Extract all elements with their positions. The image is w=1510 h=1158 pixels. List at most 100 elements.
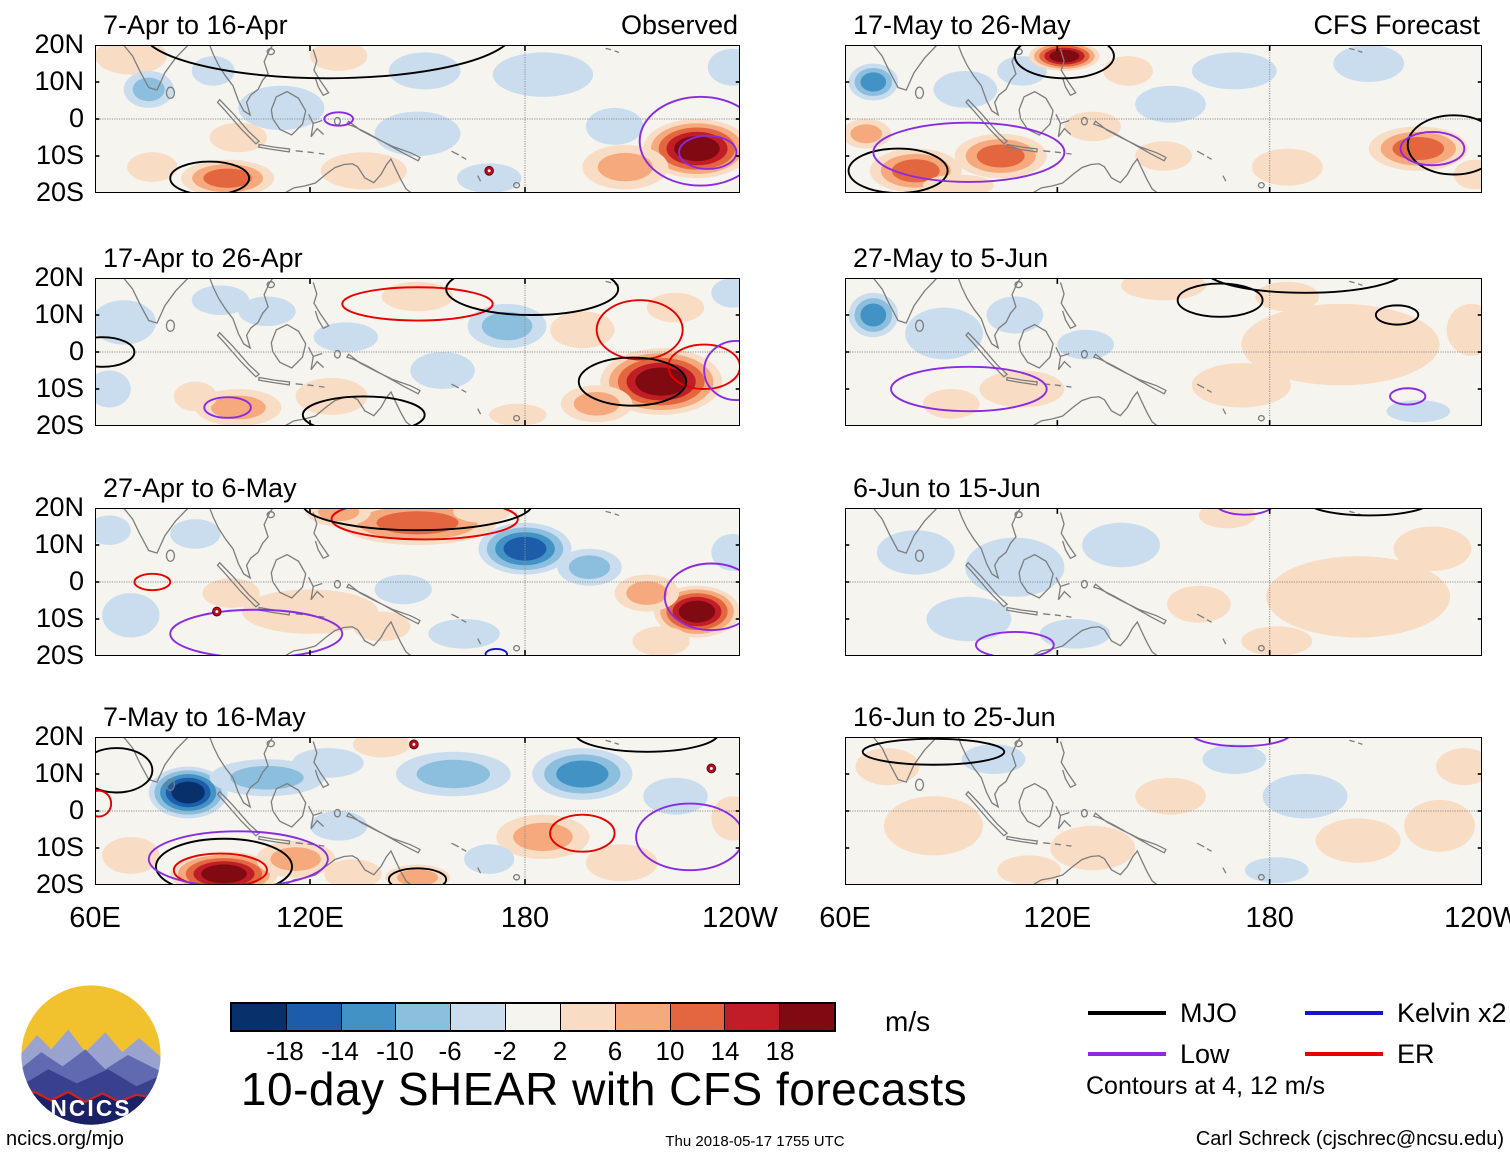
map-panel-4: 17-May to 26-May CFS Forecast bbox=[845, 7, 1482, 193]
tropical-cyclone-eye bbox=[412, 742, 416, 746]
colorbar bbox=[230, 1002, 836, 1032]
anomaly-fill bbox=[1386, 400, 1451, 423]
contour-mjo bbox=[156, 839, 292, 885]
colorbar-tick-label: 14 bbox=[710, 1036, 740, 1066]
y-axis-tick-label: 0 bbox=[68, 795, 84, 825]
anomaly-fill bbox=[238, 85, 325, 131]
contour-low bbox=[1390, 388, 1425, 404]
panel-title-row: 17-May to 26-May CFS Forecast bbox=[845, 7, 1482, 45]
map-panel-3: 7-May to 16-May bbox=[95, 699, 740, 885]
figure-title: 10-day SHEAR with CFS forecasts bbox=[240, 1063, 968, 1115]
map-plot bbox=[95, 278, 740, 426]
legend-label: MJO bbox=[1180, 997, 1237, 1028]
contour-mjo bbox=[95, 337, 134, 367]
contour-mjo bbox=[579, 358, 687, 406]
anomaly-fill bbox=[556, 760, 609, 788]
anomaly-fill bbox=[416, 759, 491, 789]
anomaly-fill bbox=[926, 596, 1012, 642]
y-axis-tick-label: 20N bbox=[34, 721, 84, 751]
y-axis-tick-label: 20S bbox=[35, 410, 84, 440]
x-axis-tick-label: 180 bbox=[1245, 902, 1294, 934]
anomaly-fill bbox=[1241, 626, 1313, 656]
logo-art: NCICS bbox=[21, 985, 161, 1125]
anomaly-fill bbox=[711, 278, 740, 308]
contour-mjo bbox=[303, 508, 532, 530]
contour-low bbox=[170, 610, 342, 656]
contour-low bbox=[1217, 508, 1274, 515]
anomaly-fill bbox=[855, 748, 920, 786]
gridlines bbox=[845, 45, 1482, 193]
y-axis-tick-label: 0 bbox=[68, 566, 84, 596]
y-axis-tick-label: 10S bbox=[35, 603, 84, 633]
ncics-logo: NCICS bbox=[21, 985, 161, 1125]
y-axis-tick-label: 20S bbox=[35, 177, 84, 207]
contour-er bbox=[95, 791, 111, 817]
anomaly-fill bbox=[1255, 281, 1320, 312]
contour-er bbox=[174, 854, 267, 885]
map-plot bbox=[845, 737, 1482, 885]
y-axis-tick-label: 10N bbox=[34, 758, 84, 788]
y-axis-tick-label: 10S bbox=[35, 832, 84, 862]
contour-low bbox=[1192, 737, 1291, 746]
map-plot bbox=[95, 508, 740, 656]
anomaly-fill bbox=[585, 107, 644, 145]
anomaly-fill bbox=[453, 508, 511, 523]
anomaly-fill bbox=[95, 45, 167, 75]
anomaly-fill bbox=[1333, 45, 1405, 82]
y-axis-tick-label: 10N bbox=[34, 66, 84, 96]
contour-kelvin bbox=[486, 649, 508, 656]
y-axis-tick-label: 10S bbox=[35, 373, 84, 403]
contour-mjo bbox=[1206, 278, 1404, 293]
colorbar-tick-label: -18 bbox=[266, 1036, 304, 1066]
anomaly-fill bbox=[456, 163, 522, 193]
logo-red-line bbox=[21, 1090, 161, 1104]
anomaly-fill bbox=[860, 303, 887, 327]
legend-line-mjo bbox=[1088, 1011, 1166, 1015]
contour-low bbox=[1401, 132, 1465, 165]
anomaly-fill bbox=[374, 111, 461, 156]
map-panel-5: 27-May to 5-Jun bbox=[845, 240, 1482, 426]
anomaly-fill bbox=[860, 72, 887, 92]
anomaly-fill bbox=[209, 122, 267, 153]
anomaly-fill bbox=[1121, 278, 1206, 301]
x-axis-tick-label: 120W bbox=[702, 902, 778, 934]
column-header-observed: Observed bbox=[620, 10, 738, 40]
legend-line-low bbox=[1088, 1052, 1166, 1056]
anomaly-fill bbox=[202, 578, 260, 608]
colorbar-cell bbox=[560, 1004, 616, 1030]
map-plot bbox=[95, 45, 740, 193]
anomaly-fill bbox=[320, 152, 407, 190]
anomaly-fill bbox=[171, 781, 205, 804]
panel-title: 17-Apr to 26-Apr bbox=[103, 243, 303, 273]
contour-low bbox=[891, 367, 1047, 411]
y-axis-tick-label: 20S bbox=[35, 640, 84, 670]
anomaly-fill bbox=[986, 296, 1044, 334]
colorbar-tick-label: -14 bbox=[321, 1036, 359, 1066]
anomaly-fill bbox=[1202, 744, 1267, 774]
contour-low bbox=[665, 564, 740, 631]
map-panel-1: 17-Apr to 26-Apr bbox=[95, 240, 740, 426]
anomaly-fill bbox=[1262, 774, 1348, 819]
anomaly-fill bbox=[646, 292, 705, 323]
colorbar-tick-label: 2 bbox=[552, 1036, 568, 1066]
panel-title-row: 6-Jun to 15-Jun bbox=[845, 470, 1482, 508]
map-plot bbox=[845, 45, 1482, 193]
anomaly-fill bbox=[201, 864, 247, 884]
anomaly-fill bbox=[270, 847, 321, 871]
anomaly-fill bbox=[489, 403, 547, 426]
anomaly-fill bbox=[568, 555, 611, 580]
anomaly-fill bbox=[635, 367, 687, 396]
anomaly-fills bbox=[845, 45, 1482, 193]
colorbar-tick-label: 10 bbox=[655, 1036, 685, 1066]
anomaly-fill bbox=[318, 508, 360, 522]
anomaly-fill bbox=[381, 281, 454, 312]
colorbar-cell bbox=[451, 1004, 507, 1030]
contour-er bbox=[668, 345, 740, 389]
anomaly-fill bbox=[238, 296, 296, 327]
anomaly-fill bbox=[241, 589, 379, 634]
anomaly-fill bbox=[1103, 56, 1153, 86]
colorbar-cell bbox=[341, 1004, 397, 1030]
anomaly-fill bbox=[1393, 526, 1472, 571]
anomaly-fill bbox=[1082, 522, 1160, 568]
contour-low bbox=[636, 804, 740, 871]
